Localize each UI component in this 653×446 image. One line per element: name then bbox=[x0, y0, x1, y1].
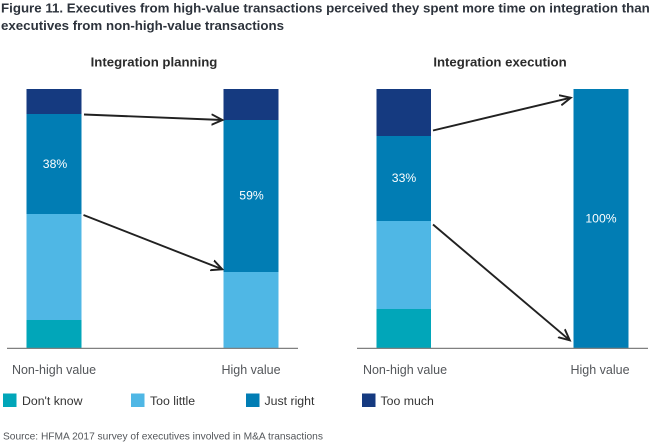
svg-text:Figure 11. Executives from hig: Figure 11. Executives from high-value tr… bbox=[1, 1, 650, 16]
svg-text:Just right: Just right bbox=[265, 394, 315, 408]
svg-text:Too little: Too little bbox=[150, 394, 195, 408]
svg-text:High value: High value bbox=[221, 363, 280, 377]
svg-text:Source: HFMA 2017 survey of ex: Source: HFMA 2017 survey of executives i… bbox=[3, 431, 323, 442]
svg-text:33%: 33% bbox=[392, 171, 417, 185]
svg-text:Don't know: Don't know bbox=[22, 394, 83, 408]
svg-text:38%: 38% bbox=[43, 157, 68, 171]
svg-text:Too much: Too much bbox=[381, 394, 434, 408]
svg-text:executives from non-high-value: executives from non-high-value transacti… bbox=[1, 18, 284, 33]
svg-text:Integration execution: Integration execution bbox=[433, 54, 566, 69]
svg-text:Integration planning: Integration planning bbox=[91, 54, 218, 69]
svg-text:100%: 100% bbox=[585, 211, 616, 225]
svg-text:High value: High value bbox=[570, 363, 629, 377]
svg-text:Non-high value: Non-high value bbox=[12, 363, 96, 377]
svg-text:59%: 59% bbox=[239, 188, 264, 202]
svg-text:Non-high value: Non-high value bbox=[363, 363, 447, 377]
